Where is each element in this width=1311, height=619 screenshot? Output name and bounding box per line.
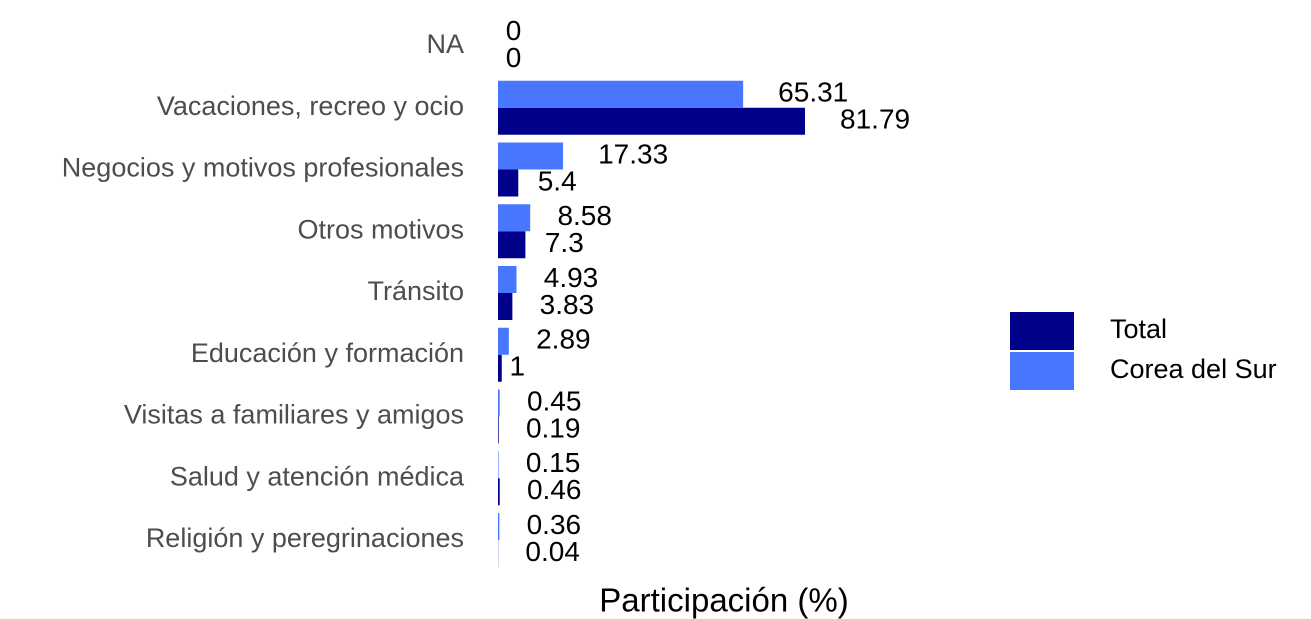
value-label: 2.89 [536,324,591,355]
bar [498,354,502,382]
y-tick-label: Tránsito [367,276,464,306]
y-tick-label: Educación y formación [191,338,464,368]
bar [498,231,526,259]
y-tick-label: Visitas a familiares y amigos [124,400,464,430]
bar [498,478,500,506]
y-tick-label: Vacaciones, recreo y ocio [157,91,464,121]
bar [498,142,564,170]
legend-swatch [1010,352,1074,390]
bar [498,107,805,135]
bar [498,293,513,320]
bar [498,416,499,444]
legend-label: Corea del Sur [1110,354,1277,384]
value-label: 8.58 [557,200,612,231]
value-label: 7.3 [545,227,584,258]
bar [498,80,744,108]
value-label: 1 [510,351,526,382]
bar [498,513,500,540]
y-tick-label: Negocios y motivos profesionales [62,153,464,183]
y-tick-label: Otros motivos [297,214,464,244]
value-label: 3.83 [540,289,595,320]
y-tick-label: NA [426,29,464,59]
bar [498,204,531,232]
bar [498,451,499,479]
y-tick-label: Religión y peregrinaciones [146,523,464,553]
value-label: 65.31 [778,77,848,108]
value-label: 0.46 [527,474,582,505]
legend-swatch [1010,312,1074,350]
value-label: 0.15 [526,447,581,478]
value-label: 0.04 [525,536,580,567]
value-label: 4.93 [544,262,599,293]
value-label: 0 [506,15,522,46]
value-label: 0.19 [526,412,581,443]
value-label: 0 [506,42,522,73]
bar [498,327,509,355]
x-axis-title: Participación (%) [599,582,848,619]
value-label: 0.36 [527,509,582,540]
value-label: 5.4 [538,165,577,196]
bar [498,266,517,293]
legend-label: Total [1110,314,1167,344]
value-label: 17.33 [598,138,668,169]
bar [498,389,500,417]
value-label: 81.79 [840,104,910,135]
y-tick-label: Salud y atención médica [170,461,465,491]
value-label: 0.45 [527,385,582,416]
bar [498,169,519,197]
